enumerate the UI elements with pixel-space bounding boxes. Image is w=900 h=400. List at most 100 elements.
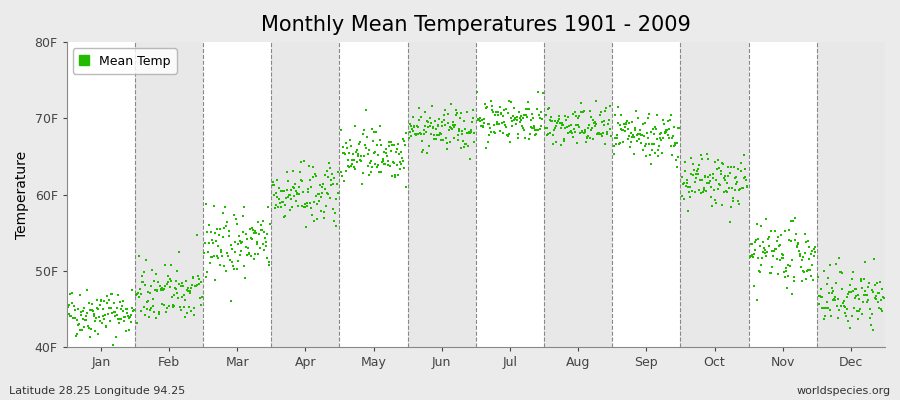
Point: [135, 279, 149, 285]
Point: [834, 286, 849, 292]
Point: [517, 127, 531, 134]
Point: [122, 314, 137, 320]
Point: [857, 276, 871, 282]
Point: [499, 106, 513, 112]
Point: [366, 150, 381, 156]
Point: [362, 172, 376, 178]
Point: [70, 316, 85, 323]
Point: [448, 122, 463, 128]
Point: [871, 289, 886, 296]
Point: [210, 226, 224, 232]
Point: [840, 306, 854, 312]
Point: [789, 244, 804, 250]
Point: [202, 222, 216, 228]
Point: [382, 142, 397, 149]
Point: [775, 250, 789, 257]
Point: [312, 198, 327, 205]
Point: [736, 184, 751, 191]
Point: [310, 200, 325, 207]
Point: [465, 107, 480, 113]
Point: [597, 122, 611, 128]
Point: [745, 241, 760, 248]
Point: [463, 130, 477, 136]
Point: [122, 327, 136, 333]
Point: [501, 110, 516, 116]
Point: [410, 131, 424, 138]
Point: [351, 152, 365, 159]
Point: [68, 315, 82, 322]
Point: [98, 323, 112, 329]
Point: [800, 238, 814, 244]
Point: [375, 158, 390, 165]
Point: [285, 184, 300, 190]
Point: [752, 236, 766, 242]
Point: [347, 166, 362, 172]
Point: [868, 282, 882, 288]
Point: [295, 178, 310, 184]
Point: [291, 203, 305, 210]
Point: [315, 184, 329, 190]
Point: [688, 189, 702, 195]
Point: [78, 313, 93, 320]
Point: [529, 131, 544, 138]
Point: [597, 118, 611, 124]
Point: [473, 123, 488, 129]
Point: [609, 132, 624, 138]
Point: [227, 266, 241, 272]
Point: [396, 157, 410, 164]
Point: [208, 276, 222, 283]
Point: [115, 303, 130, 310]
Point: [771, 271, 786, 278]
Point: [723, 219, 737, 225]
Point: [834, 303, 849, 309]
Point: [414, 131, 428, 137]
Point: [345, 157, 359, 163]
Point: [574, 100, 589, 106]
Point: [300, 203, 314, 209]
Point: [184, 285, 199, 291]
Point: [303, 205, 318, 212]
Point: [385, 142, 400, 148]
Point: [312, 182, 327, 188]
Point: [420, 124, 435, 130]
Point: [343, 136, 357, 143]
Point: [599, 131, 614, 137]
Bar: [271, 42, 339, 347]
Point: [277, 213, 292, 219]
Point: [720, 180, 734, 187]
Point: [455, 131, 470, 138]
Point: [186, 312, 201, 318]
Point: [179, 277, 194, 284]
Point: [339, 144, 354, 151]
Point: [132, 293, 147, 300]
Point: [839, 313, 853, 319]
Point: [288, 181, 302, 187]
Point: [339, 140, 354, 147]
Point: [774, 255, 788, 261]
Point: [358, 145, 373, 152]
Point: [250, 218, 265, 225]
Point: [97, 315, 112, 322]
Point: [550, 118, 564, 124]
Point: [113, 298, 128, 305]
Point: [307, 218, 321, 224]
Point: [686, 172, 700, 178]
Point: [561, 114, 575, 121]
Point: [275, 199, 290, 206]
Point: [121, 312, 135, 319]
Point: [94, 320, 109, 326]
Point: [518, 112, 532, 119]
Point: [821, 275, 835, 282]
Point: [364, 164, 379, 171]
Point: [93, 302, 107, 308]
Point: [299, 224, 313, 230]
Point: [533, 115, 547, 121]
Point: [862, 306, 877, 313]
Point: [136, 304, 150, 311]
Point: [360, 151, 374, 158]
Point: [286, 168, 301, 174]
Point: [74, 309, 88, 315]
Point: [84, 333, 98, 340]
Point: [800, 267, 814, 274]
Point: [763, 270, 778, 276]
